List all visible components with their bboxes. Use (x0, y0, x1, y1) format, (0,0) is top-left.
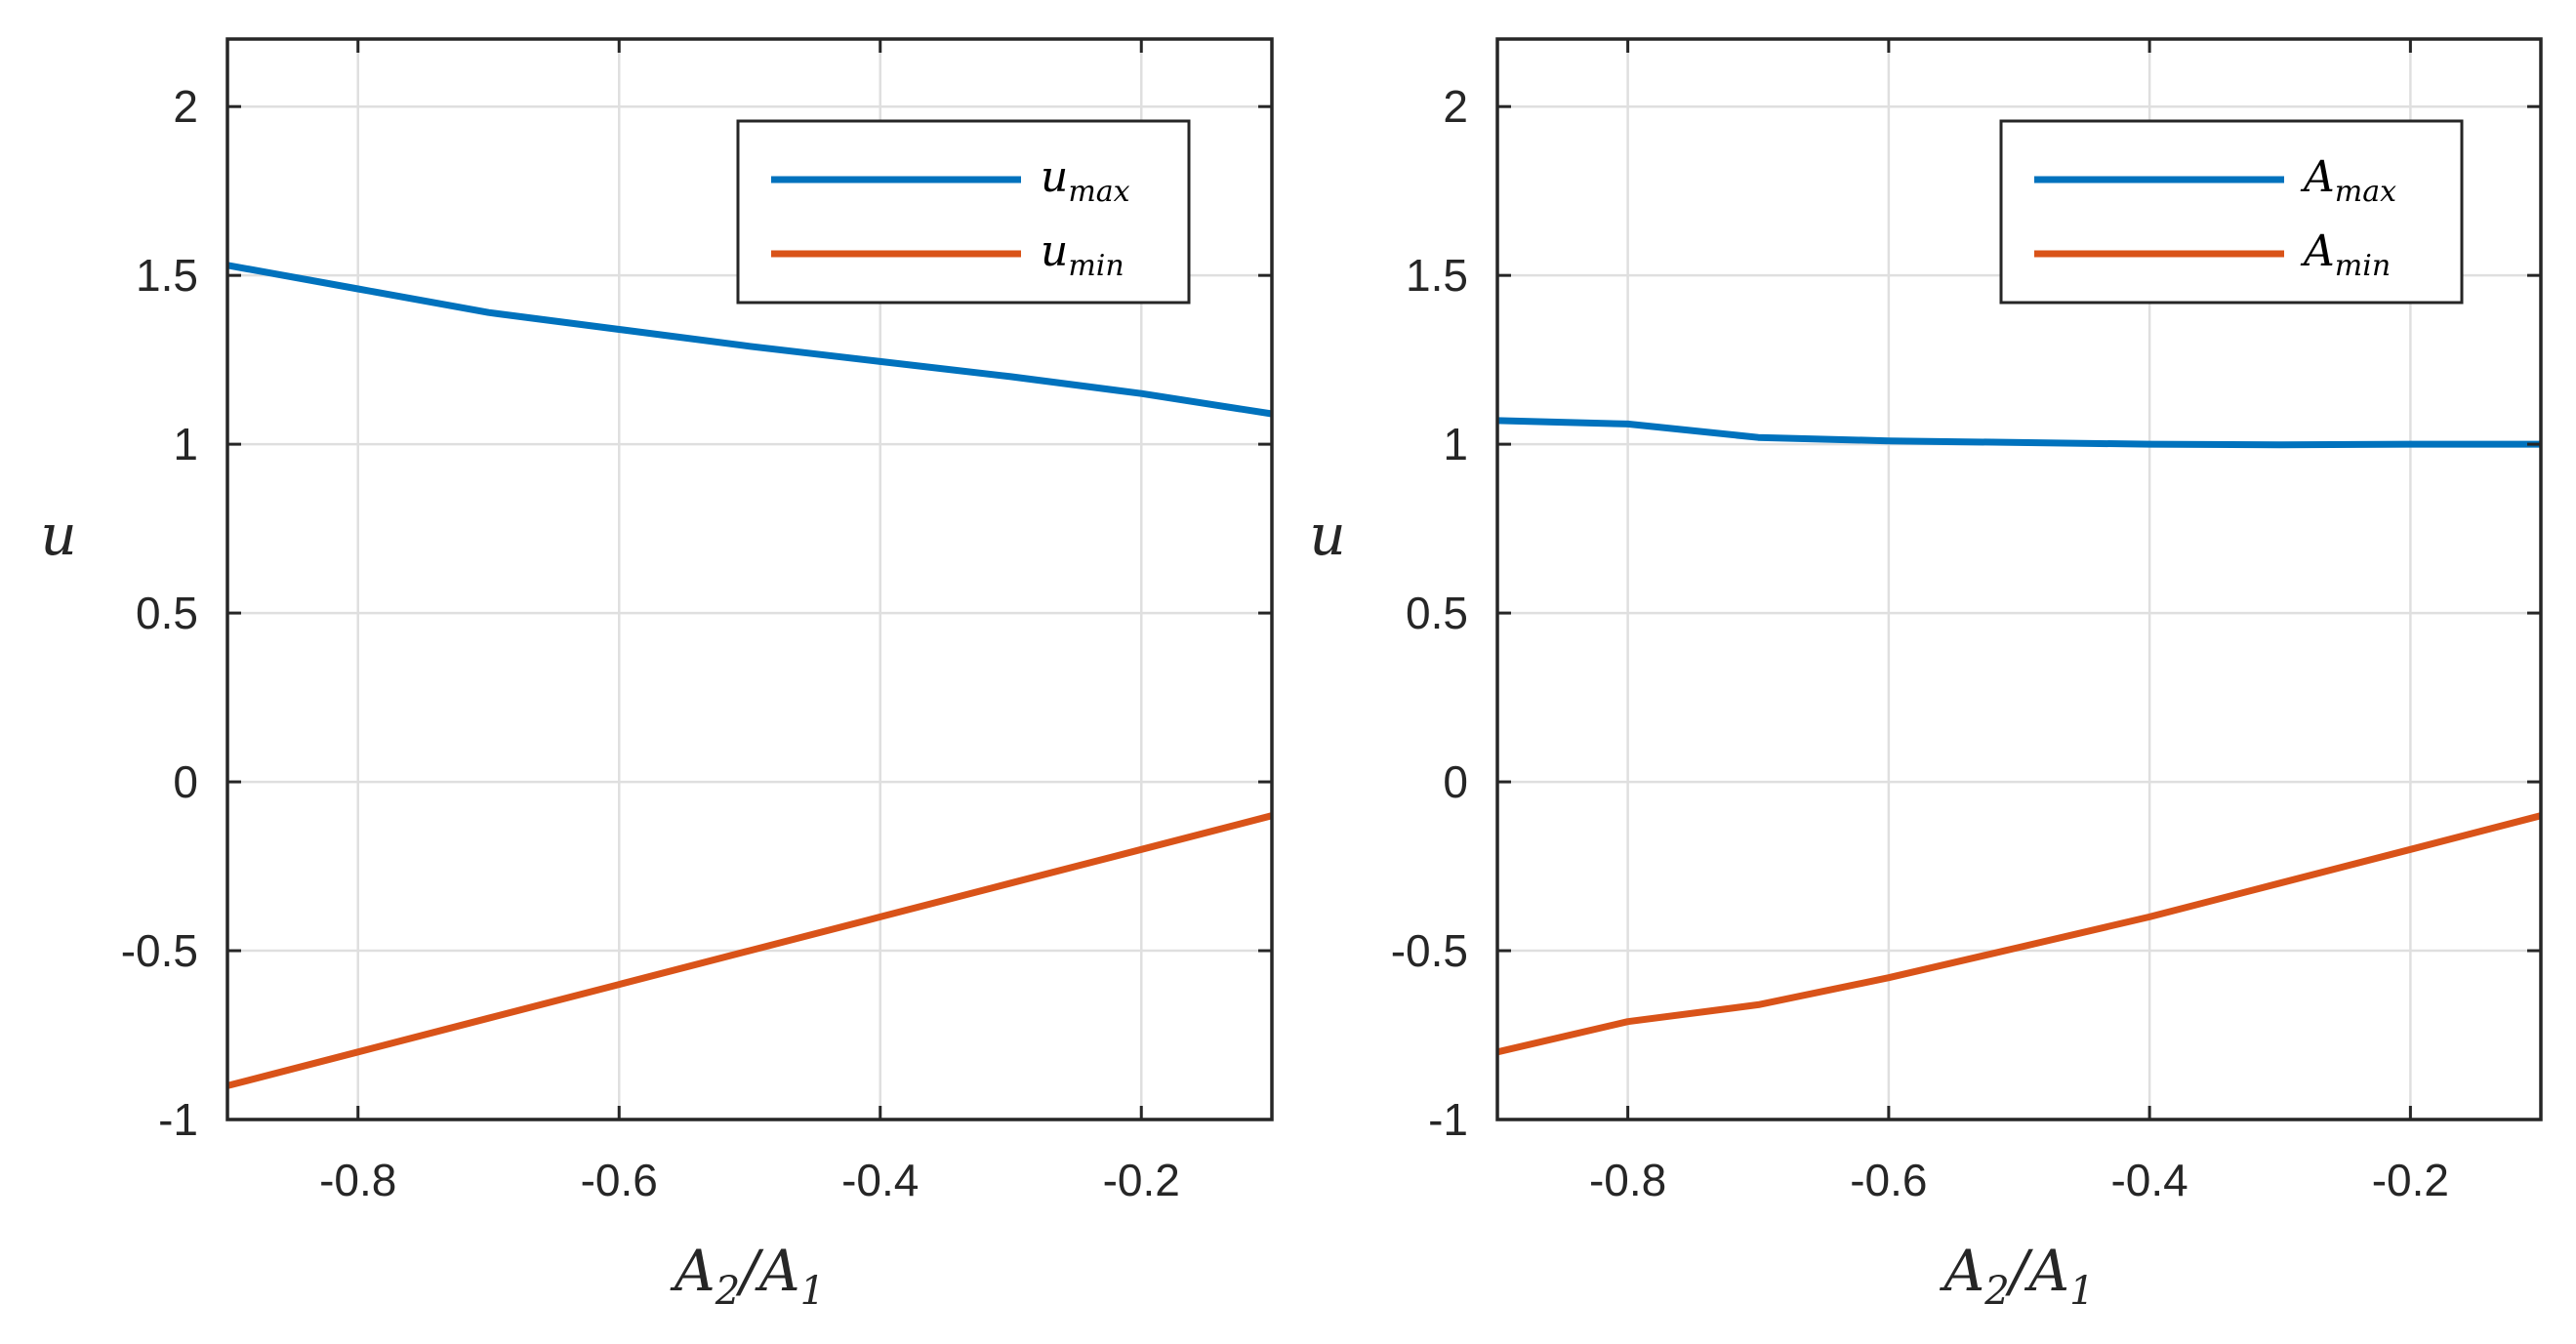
chart-2: -0.8 -0.6 -0.4 -0.2 -1 -0.5 0 0.5 1 1.5 2 u A2/A1 Ama… (1309, 37, 2543, 1314)
legend-label-A_min: Amin (2300, 226, 2391, 283)
x-tick-label: -0.2 (2372, 1155, 2449, 1205)
x-tick-label: -0.2 (1103, 1155, 1180, 1205)
y-axis-label: u (1309, 502, 1345, 568)
series-line-u_min (226, 812, 1273, 1089)
legend: umax umin (736, 119, 1191, 305)
y-tick-label: 0.5 (136, 588, 198, 638)
legend-label-u_max: umax (1041, 152, 1130, 209)
axes-box (225, 37, 1274, 1121)
chart-1: -0.8 -0.6 -0.4 -0.2 -1 -0.5 0 0.5 1 1.5 2 u A2/A1 uma… (40, 37, 1274, 1314)
y-tick-label: 1.5 (136, 250, 198, 301)
legend-label-u_min: umin (1041, 226, 1124, 283)
x-tick-label: -0.6 (581, 1155, 658, 1205)
x-tick-label: -0.8 (1589, 1155, 1666, 1205)
series-line-A_max (1496, 417, 2541, 449)
legend-box (736, 119, 1191, 305)
legend: Amax Amin (1999, 119, 2464, 305)
x-axis-label: A2/A1 (1939, 1238, 2094, 1314)
y-tick-label: 1 (1443, 419, 1468, 469)
x-tick-label: -0.4 (841, 1155, 919, 1205)
y-tick-label: 0 (173, 756, 198, 807)
y-tick-label: -0.5 (121, 925, 198, 976)
y-tick-label: 1 (173, 419, 198, 469)
y-tick-label: -0.5 (1391, 925, 1468, 976)
y-tick-label: 2 (173, 81, 198, 132)
series-line-A_min (1496, 812, 2542, 1056)
y-axis-label: u (40, 502, 76, 568)
y-tick-label: -1 (1428, 1094, 1468, 1145)
legend-label-A_max: Amax (2300, 152, 2396, 209)
x-tick-label: -0.6 (1850, 1155, 1927, 1205)
legend-box (1999, 119, 2464, 305)
y-tick-label: 2 (1443, 81, 1468, 132)
y-tick-label: 0.5 (1406, 588, 1468, 638)
x-tick-label: -0.4 (2110, 1155, 2188, 1205)
y-tick-label: 0 (1443, 756, 1468, 807)
x-axis-label: A2/A1 (670, 1238, 825, 1314)
y-tick-label: 1.5 (1406, 250, 1468, 301)
axes-box (1495, 37, 2543, 1121)
series-line-u_max (226, 262, 1273, 418)
x-tick-label: -0.8 (319, 1155, 396, 1205)
y-tick-label: -1 (158, 1094, 198, 1145)
